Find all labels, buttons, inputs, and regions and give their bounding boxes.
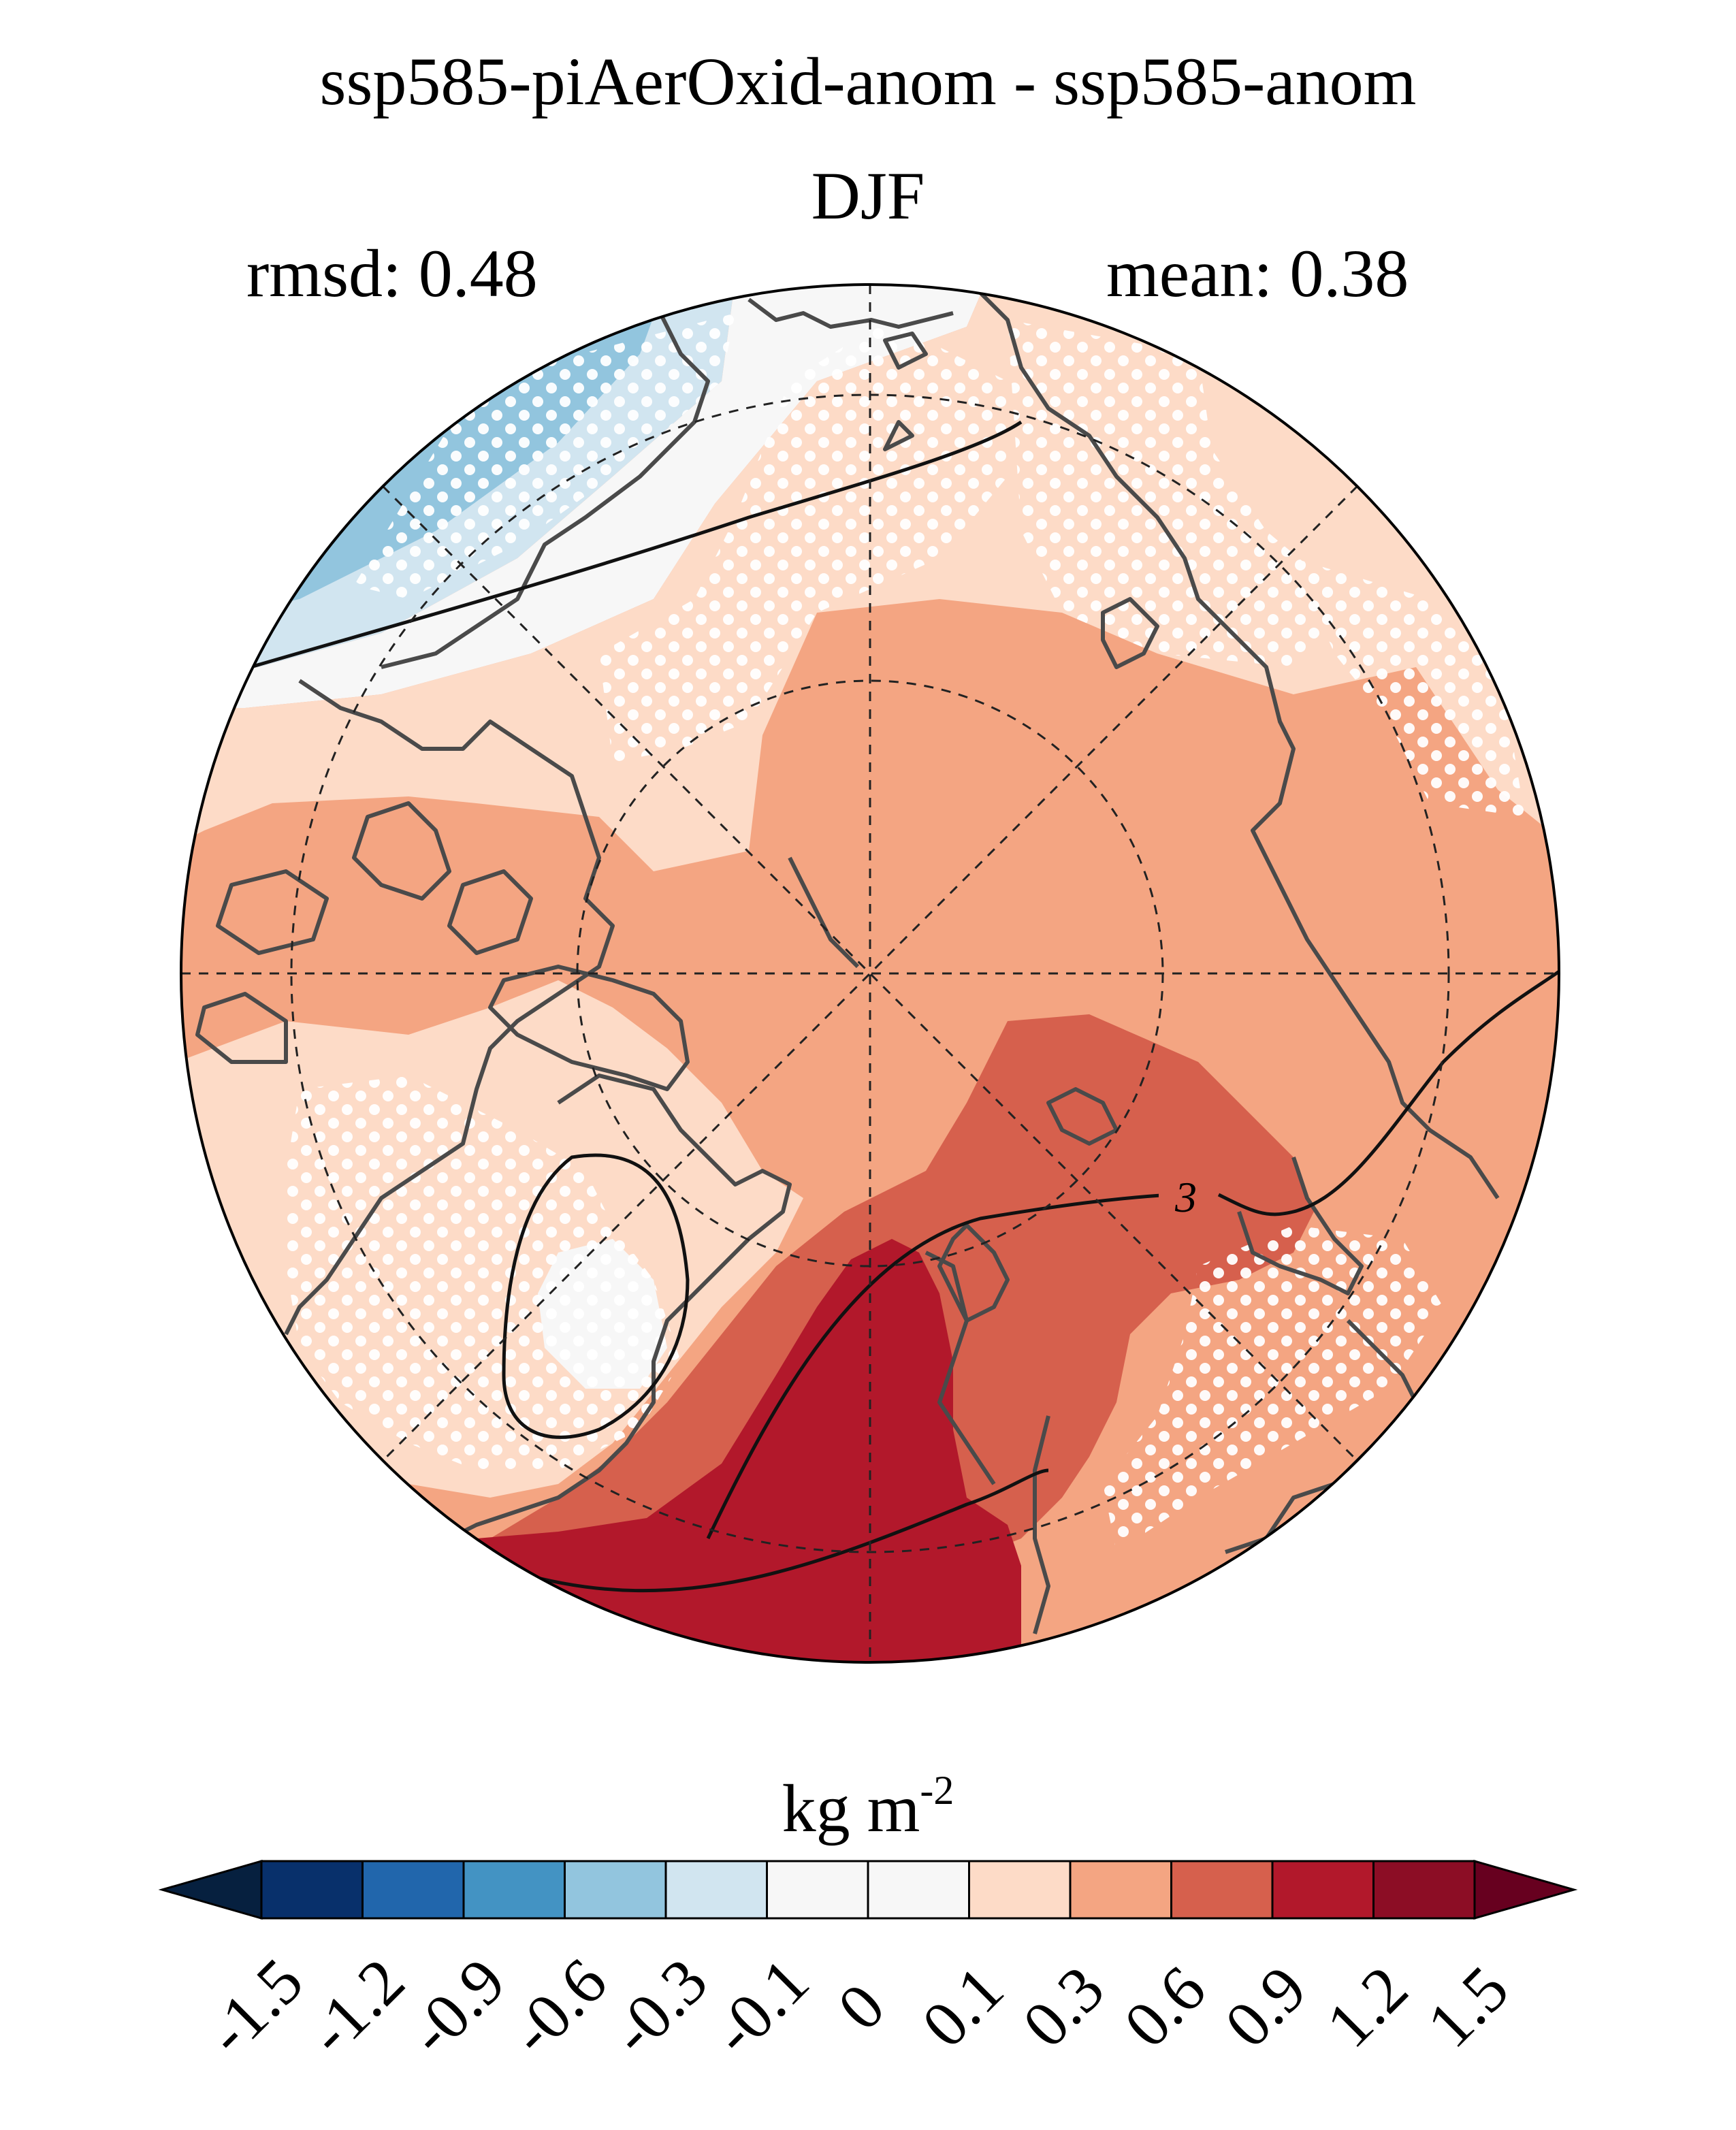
map-boundary <box>180 283 1560 1664</box>
colorbar-tick-label: 1.2 <box>1311 1952 1421 2061</box>
colorbar-bin <box>1372 1860 1476 1920</box>
field-positive-dark-region <box>477 1239 1021 1662</box>
colorbar-bin <box>1170 1860 1274 1920</box>
colorbar-bin <box>664 1860 768 1920</box>
colorbar-bin <box>1271 1860 1375 1920</box>
colorbar-tick-label: -0.3 <box>596 1944 722 2069</box>
colorbar-tick-label: 0.6 <box>1109 1952 1219 2061</box>
colorbar-bin <box>564 1860 667 1920</box>
colorbar-tick-label: -1.5 <box>192 1944 317 2069</box>
contour-lines <box>204 420 1559 1593</box>
colorbar-tick-label: -0.6 <box>495 1944 620 2069</box>
colorbar-tick-label: 0.3 <box>1008 1952 1118 2061</box>
colorbar-units: kg m-2 <box>0 1770 1736 1843</box>
colorbar-bin <box>1069 1860 1172 1920</box>
colorbar-bin <box>361 1860 465 1920</box>
graticule <box>181 285 1559 1662</box>
colorbar-bin <box>260 1860 364 1920</box>
colorbar-tick-label: -1.2 <box>293 1944 418 2069</box>
colorbar-bin <box>766 1860 869 1920</box>
colorbar-bin <box>968 1860 1072 1920</box>
title-line-1: ssp585-piAerOxid-anom - ssp585-anom <box>319 44 1417 119</box>
colorbar-tick-label: -0.1 <box>697 1944 822 2069</box>
map-field <box>181 285 1559 1662</box>
colorbar-extend-low <box>158 1860 263 1920</box>
colorbar <box>158 1860 1578 1920</box>
contour-label: 3 <box>1174 1173 1197 1221</box>
units-exponent: -2 <box>920 1768 954 1813</box>
contour-label-bg <box>1159 1171 1215 1219</box>
colorbar-extend-high <box>1473 1860 1578 1920</box>
colorbar-bin <box>867 1860 970 1920</box>
polar-map: 3 <box>180 283 1560 1664</box>
colorbar-bin <box>462 1860 566 1920</box>
colorbar-tick-label: 0.9 <box>1210 1952 1320 2061</box>
colorbar-bins <box>260 1860 1476 1920</box>
title-line-2: DJF <box>811 158 925 233</box>
field-neutral-band <box>181 285 987 708</box>
colorbar-tick-label: 0 <box>823 1969 899 2044</box>
colorbar-tick-label: 1.5 <box>1413 1952 1522 2061</box>
colorbar-tick-label: 0.1 <box>907 1952 1017 2061</box>
mean-label: mean: 0.38 <box>1106 236 1409 311</box>
colorbar-tick-label: -0.9 <box>394 1944 519 2069</box>
units-base: kg m <box>782 1771 920 1846</box>
rmsd-label: rmsd: 0.48 <box>246 236 538 311</box>
